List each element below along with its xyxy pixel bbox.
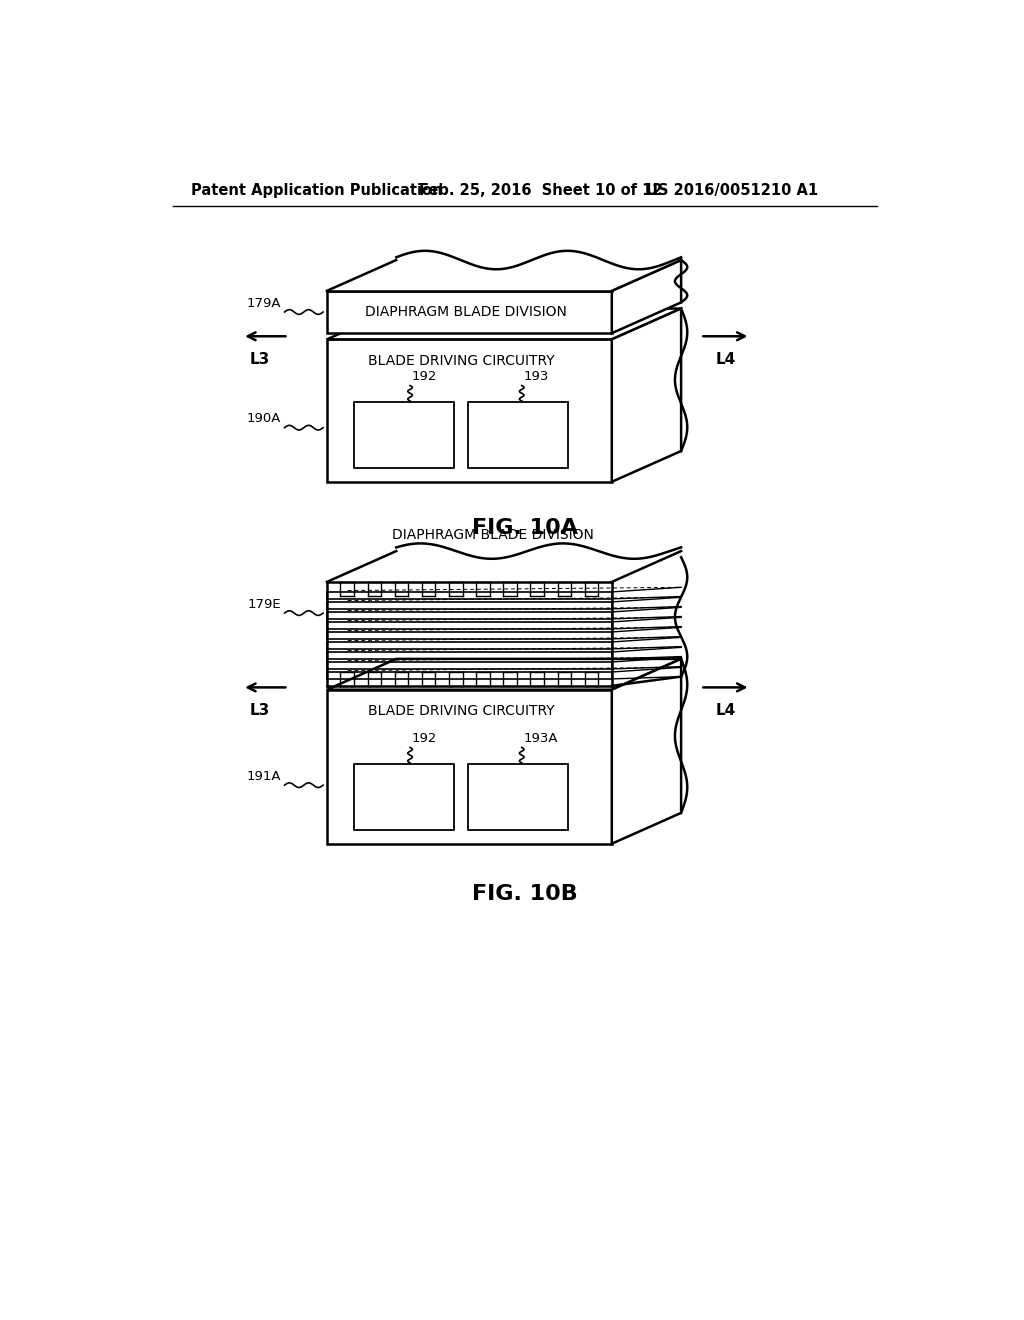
Polygon shape — [327, 689, 611, 843]
Text: 193A: 193A — [523, 733, 558, 744]
Text: DIAPHRAGM BLADE DIVISION: DIAPHRAGM BLADE DIVISION — [365, 305, 566, 319]
Text: L4: L4 — [716, 702, 736, 718]
Text: Patent Application Publication: Patent Application Publication — [190, 183, 442, 198]
Polygon shape — [327, 659, 681, 689]
Text: CONTROL
SECTION: CONTROL SECTION — [484, 781, 552, 812]
Text: Feb. 25, 2016  Sheet 10 of 12: Feb. 25, 2016 Sheet 10 of 12 — [419, 183, 663, 198]
Text: L4: L4 — [716, 351, 736, 367]
Polygon shape — [468, 764, 568, 830]
Polygon shape — [327, 290, 611, 333]
Text: 192: 192 — [412, 733, 437, 744]
Text: BLADE DRIVING CIRCUITRY: BLADE DRIVING CIRCUITRY — [369, 354, 555, 368]
Text: BLADE DRIVING CIRCUITRY: BLADE DRIVING CIRCUITRY — [369, 705, 555, 718]
Text: 191A: 191A — [246, 770, 281, 783]
Text: L3: L3 — [250, 351, 270, 367]
Text: US 2016/0051210 A1: US 2016/0051210 A1 — [646, 183, 818, 198]
Polygon shape — [354, 764, 454, 830]
Text: L3: L3 — [250, 702, 270, 718]
Polygon shape — [354, 403, 454, 469]
Text: 179A: 179A — [246, 297, 281, 310]
Text: 193: 193 — [523, 370, 549, 383]
Text: 179E: 179E — [247, 598, 281, 611]
Polygon shape — [327, 260, 681, 290]
Text: 192: 192 — [412, 370, 437, 383]
Polygon shape — [611, 309, 681, 482]
Text: MOTOR
SECTION: MOTOR SECTION — [374, 420, 434, 450]
Polygon shape — [611, 260, 681, 333]
Text: MOTOR
SECTION: MOTOR SECTION — [374, 781, 434, 812]
Polygon shape — [327, 309, 681, 339]
Polygon shape — [468, 403, 568, 469]
Text: DIAPHRAGM BLADE DIVISION: DIAPHRAGM BLADE DIVISION — [391, 528, 593, 543]
Text: FIG. 10A: FIG. 10A — [472, 517, 578, 539]
Polygon shape — [611, 659, 681, 843]
Text: 190A: 190A — [247, 412, 281, 425]
Text: CONTROL
SECTION: CONTROL SECTION — [484, 420, 552, 450]
Polygon shape — [327, 339, 611, 482]
Text: FIG. 10B: FIG. 10B — [472, 884, 578, 904]
